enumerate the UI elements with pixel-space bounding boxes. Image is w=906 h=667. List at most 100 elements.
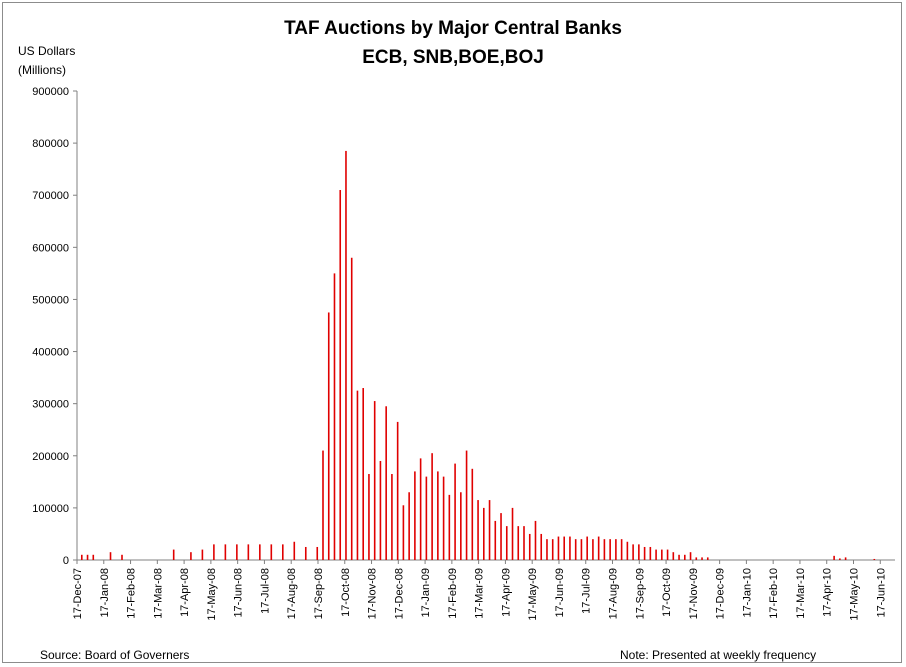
x-tick-label: 17-May-08	[206, 568, 218, 621]
x-tick-label: 17-Jan-10	[741, 568, 753, 618]
data-bar	[213, 544, 215, 560]
data-bar	[379, 460, 382, 560]
data-bar	[678, 554, 680, 560]
data-bar	[431, 453, 433, 560]
y-tick-label: 100000	[32, 503, 69, 515]
x-tick-label: 17-Jul-08	[259, 568, 271, 614]
x-tick-label: 17-May-10	[848, 568, 860, 621]
data-bar	[701, 557, 703, 560]
data-bar	[706, 557, 709, 560]
data-bar	[632, 544, 634, 560]
y-tick-label: 200000	[32, 451, 69, 463]
data-bar	[557, 536, 560, 560]
data-bar	[597, 536, 600, 560]
x-tick-label: 17-Sep-08	[313, 568, 325, 619]
data-bar	[844, 557, 847, 560]
data-bar	[333, 273, 336, 560]
frequency-note: Note: Presented at weekly frequency	[620, 648, 817, 662]
data-bar	[638, 544, 640, 560]
chart-subtitle: ECB, SNB,BOE,BOJ	[362, 47, 544, 68]
data-bar	[505, 526, 508, 560]
x-tick-label: 17-Apr-09	[500, 568, 512, 617]
data-bar	[546, 539, 548, 560]
y-tick-label: 500000	[32, 294, 69, 306]
data-bar	[540, 533, 543, 560]
data-bar	[460, 492, 462, 560]
data-bar	[488, 500, 491, 560]
data-bar	[528, 533, 531, 560]
x-tick-label: 17-Feb-09	[447, 568, 459, 619]
data-bar	[425, 476, 428, 560]
data-bar	[373, 401, 376, 560]
data-bar	[345, 150, 347, 560]
data-bar	[92, 554, 95, 560]
data-bar	[339, 190, 342, 560]
data-bar	[655, 549, 657, 560]
data-bar	[534, 520, 537, 560]
y-tick-label: 0	[63, 555, 69, 567]
data-bar	[402, 505, 405, 560]
x-tick-label: 17-Dec-07	[72, 568, 84, 619]
data-bar	[592, 539, 594, 560]
data-bar	[414, 471, 416, 560]
data-bar	[684, 554, 686, 560]
data-bar	[362, 388, 364, 560]
data-bar	[109, 552, 112, 560]
data-bar	[563, 536, 565, 560]
data-bar	[603, 539, 606, 560]
x-tick-label: 17-Aug-08	[286, 568, 298, 619]
data-bar	[419, 458, 422, 560]
x-tick-label: 17-Mar-09	[474, 568, 486, 619]
x-tick-label: 17-May-09	[527, 568, 539, 621]
chart-title: TAF Auctions by Major Central Banks	[284, 18, 622, 39]
y-tick-label: 700000	[32, 190, 69, 202]
data-bar	[500, 513, 502, 560]
data-bar	[626, 541, 629, 560]
x-tick-label: 17-Feb-08	[126, 568, 138, 619]
data-bar	[282, 544, 284, 560]
y-tick-label: 600000	[32, 242, 69, 254]
data-bar	[270, 544, 273, 560]
x-tick-label: 17-Oct-09	[661, 568, 673, 617]
x-tick-label: 17-Feb-10	[768, 568, 780, 619]
data-bar	[121, 554, 123, 560]
data-bar	[615, 539, 617, 560]
x-tick-label: 17-Jun-08	[233, 568, 245, 618]
data-bar	[293, 541, 296, 560]
x-tick-label: 17-Mar-10	[795, 568, 807, 619]
data-bar	[494, 520, 497, 560]
data-bar	[201, 549, 204, 560]
x-tick-label: 17-Apr-10	[822, 568, 834, 617]
x-tick-label: 17-Nov-09	[688, 568, 700, 619]
y-axis-label-line1: US Dollars	[18, 44, 76, 58]
data-bar	[873, 558, 876, 560]
x-tick-label: 17-Jun-10	[875, 568, 887, 618]
data-bar	[327, 312, 330, 560]
data-bar	[523, 526, 525, 560]
data-bar	[172, 549, 175, 560]
data-bar	[385, 406, 387, 560]
data-bar	[511, 507, 514, 560]
x-tick-label: 17-Jun-09	[554, 568, 566, 618]
data-bar	[81, 554, 83, 560]
data-bar	[517, 526, 520, 560]
data-bar	[316, 546, 319, 560]
x-tick-label: 17-Dec-09	[715, 568, 727, 619]
x-tick-label: 17-Jan-08	[99, 568, 111, 618]
data-bar	[666, 549, 669, 560]
data-bar	[259, 544, 261, 560]
data-bar	[396, 421, 399, 560]
data-bar	[574, 539, 577, 560]
data-bar	[839, 558, 841, 560]
data-bar	[391, 474, 393, 560]
data-bar	[236, 544, 238, 560]
x-tick-label: 17-Oct-08	[340, 568, 352, 617]
data-bar	[483, 507, 485, 560]
data-bar	[695, 557, 698, 560]
data-bar	[649, 546, 652, 560]
data-bar	[586, 536, 588, 560]
data-bar	[609, 539, 611, 560]
data-bar	[454, 463, 456, 560]
